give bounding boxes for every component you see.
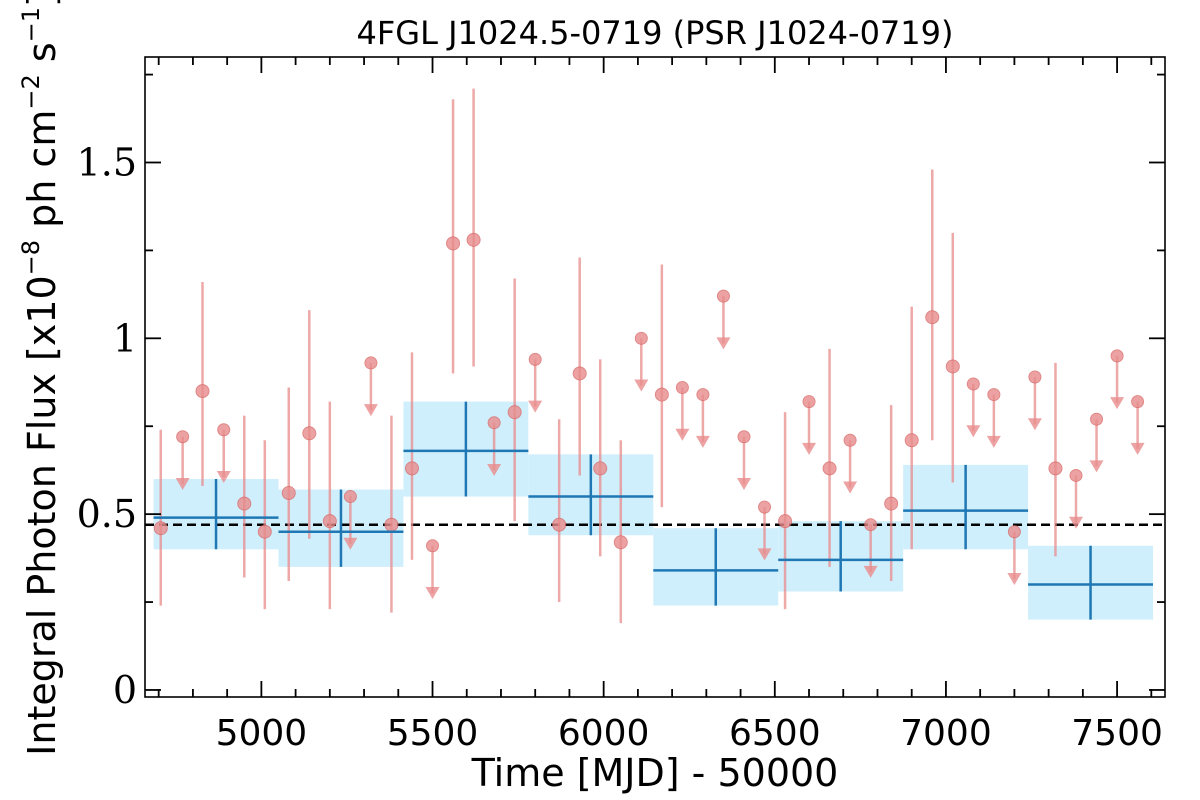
detection-point — [778, 514, 793, 529]
upper-limit-arrow — [863, 565, 878, 578]
upper-limit-point — [1069, 468, 1083, 482]
detection-point — [552, 517, 567, 532]
y-axis-label: Integral Photon Flux [x10−8 ph cm−2 s−1] — [17, 0, 64, 756]
upper-limit-point — [1131, 395, 1145, 409]
upper-limit-arrow — [425, 587, 440, 600]
chart-title: 4FGL J1024.5-0719 (PSR J1024-0719) — [357, 14, 954, 52]
upper-limit-arrow — [1007, 572, 1022, 585]
upper-limit-point — [634, 331, 648, 345]
detection-point — [507, 405, 522, 420]
upper-limit-arrow — [986, 435, 1001, 448]
detection-point — [322, 514, 337, 529]
detection-point — [446, 236, 461, 251]
upper-limit-point — [343, 490, 357, 504]
axis-ticks: 5000 5500 6000 6500 7000 7500 0 0.5 1 1.5 — [77, 57, 1165, 754]
x-tick-label: 7500 — [1071, 713, 1163, 754]
detection-point — [904, 433, 919, 448]
y-axis-label-part: ] — [20, 0, 64, 7]
upper-limit-point — [217, 423, 231, 437]
detection-point — [593, 461, 608, 476]
upper-limit-arrow — [695, 435, 710, 448]
upper-limit-point — [716, 289, 730, 303]
x-tick-label: 6500 — [729, 713, 821, 754]
detection-point — [1048, 461, 1063, 476]
upper-limit-point — [802, 395, 816, 409]
upper-limit-arrow — [802, 442, 817, 455]
upper-limit-arrow — [528, 400, 543, 413]
detection-point — [822, 461, 837, 476]
upper-limit-point — [528, 352, 542, 366]
plot-area — [145, 88, 1165, 624]
axes-frame — [144, 56, 1166, 698]
upper-limit-arrow — [1027, 418, 1042, 431]
upper-limit-point — [1110, 349, 1124, 363]
upper-limit-point — [966, 377, 980, 391]
upper-limit-arrow — [634, 379, 649, 392]
upper-limit-arrow — [175, 478, 190, 491]
detection-point — [404, 461, 419, 476]
upper-limit-arrow — [363, 404, 378, 417]
upper-limit-point — [1028, 370, 1042, 384]
x-tick-label: 5500 — [387, 713, 479, 754]
upper-limit-point — [487, 416, 501, 430]
detection-point — [884, 496, 899, 511]
upper-limit-point — [1090, 412, 1104, 426]
upper-limit-arrow — [487, 463, 502, 476]
upper-limit-arrow — [1069, 516, 1084, 529]
x-tick-label: 5000 — [216, 713, 308, 754]
upper-limit-point — [843, 433, 857, 447]
upper-limit-arrow — [843, 481, 858, 494]
upper-limit-point — [696, 388, 710, 402]
y-axis-label-exponent: −2 — [17, 74, 45, 109]
y-axis-label-part: s — [20, 42, 64, 74]
detection-point — [237, 496, 252, 511]
upper-limit-arrow — [343, 537, 358, 550]
x-tick-label: 7000 — [900, 713, 992, 754]
y-axis-label-part: ph cm — [20, 110, 64, 240]
x-tick-label: 6000 — [558, 713, 650, 754]
upper-limit-arrow — [216, 470, 231, 483]
detection-point — [613, 535, 628, 550]
detection-point — [925, 310, 940, 325]
detection-point — [153, 521, 168, 536]
y-tick-label: 1 — [113, 316, 137, 360]
upper-limit-point — [364, 356, 378, 370]
detection-point — [466, 232, 481, 247]
y-tick-label: 0 — [113, 668, 137, 712]
upper-limit-point — [987, 388, 1001, 402]
upper-limit-arrow — [1089, 460, 1104, 473]
upper-limit-arrow — [966, 425, 981, 438]
upper-limit-arrow — [757, 548, 772, 561]
upper-limit-arrow — [1110, 397, 1125, 410]
detection-point — [945, 359, 960, 374]
y-axis-label-part: Integral Photon Flux [x10 — [20, 275, 64, 756]
detection-point — [195, 384, 210, 399]
upper-limit-point — [758, 500, 772, 514]
detection-point — [281, 486, 296, 501]
y-axis-label-exponent: −8 — [17, 240, 45, 275]
detection-point — [654, 387, 669, 402]
upper-limit-point — [426, 539, 440, 553]
upper-limit-point — [864, 518, 878, 532]
upper-limit-point — [176, 430, 190, 444]
x-axis-label: Time [MJD] - 50000 — [471, 751, 839, 795]
upper-limit-arrow — [675, 428, 690, 441]
upper-limit-point — [675, 381, 689, 395]
detection-point — [572, 366, 587, 381]
upper-limit-arrow — [1130, 442, 1145, 455]
detection-point — [257, 524, 272, 539]
upper-limit-point — [737, 430, 751, 444]
detection-point — [302, 426, 317, 441]
upper-limit-arrow — [716, 337, 731, 350]
y-tick-label: 0.5 — [77, 492, 137, 536]
upper-limit-point — [1007, 525, 1021, 539]
upper-limit-arrow — [736, 478, 751, 491]
y-axis-label-exponent: −1 — [17, 7, 45, 42]
y-tick-label: 1.5 — [77, 140, 137, 184]
detection-point — [384, 517, 399, 532]
